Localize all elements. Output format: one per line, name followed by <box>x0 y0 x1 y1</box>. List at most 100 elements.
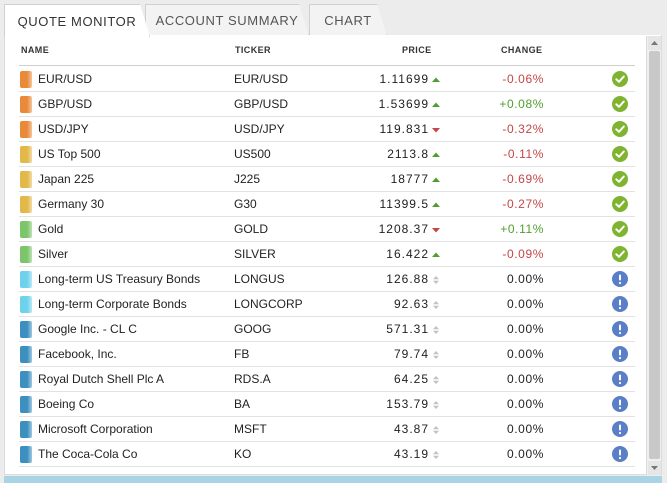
instrument-color-swatch <box>20 221 32 238</box>
exclamation-circle-icon <box>612 346 628 362</box>
instrument-name: Japan 225 <box>38 172 95 186</box>
up-down-icon <box>433 401 439 409</box>
price-change: -0.11% <box>503 147 544 161</box>
tab-label: QUOTE MONITOR <box>17 13 137 29</box>
table-row[interactable]: Gold GOLD 1208.37 +0.11% <box>19 217 635 242</box>
instrument-color-swatch <box>20 121 32 138</box>
instrument-name: Long-term Corporate Bonds <box>38 297 187 311</box>
instrument-color-swatch <box>20 246 32 263</box>
instrument-ticker: GOOG <box>234 322 272 336</box>
table-row[interactable]: Microsoft Corporation MSFT 43.87 0.00% <box>19 417 635 442</box>
up-down-icon <box>433 301 439 309</box>
table-row[interactable]: USD/JPY USD/JPY 119.831 -0.32% <box>19 117 635 142</box>
exclamation-circle-icon <box>612 321 628 337</box>
exclamation-circle-icon <box>612 271 628 287</box>
price-change: -0.27% <box>502 197 544 211</box>
header-divider <box>19 65 635 66</box>
instrument-color-swatch <box>20 371 32 388</box>
price-change: 0.00% <box>506 372 544 386</box>
instrument-price: 119.831 <box>379 122 429 136</box>
column-header-ticker[interactable]: TICKER <box>235 45 271 55</box>
table-row[interactable]: The Coca-Cola Co KO 43.19 0.00% <box>19 442 635 467</box>
table-row[interactable]: Japan 225 J225 18777 -0.69% <box>19 167 635 192</box>
instrument-ticker: EUR/USD <box>234 72 289 86</box>
check-circle-icon <box>612 146 628 162</box>
instrument-name: Germany 30 <box>38 197 105 211</box>
instrument-name: GBP/USD <box>38 97 93 111</box>
up-down-icon <box>433 376 439 384</box>
instrument-name: The Coca-Cola Co <box>38 447 138 461</box>
column-header-price[interactable]: PRICE <box>402 45 432 55</box>
exclamation-circle-icon <box>612 371 628 387</box>
instrument-name: US Top 500 <box>38 147 101 161</box>
instrument-price: 43.87 <box>393 422 429 436</box>
quote-table-panel: NAME TICKER PRICE CHANGE EUR/USD EUR/USD 1… <box>4 35 662 475</box>
instrument-price: 79.74 <box>393 347 429 361</box>
instrument-ticker: GOLD <box>234 222 269 236</box>
up-down-icon <box>433 276 439 284</box>
instrument-ticker: USD/JPY <box>234 122 285 136</box>
table-row[interactable]: US Top 500 US500 2113.8 -0.11% <box>19 142 635 167</box>
scroll-up-arrow[interactable] <box>648 36 661 50</box>
column-header-change[interactable]: CHANGE <box>501 45 543 55</box>
triangle-up-icon <box>432 202 440 207</box>
price-change: 0.00% <box>506 397 544 411</box>
triangle-up-icon <box>432 252 440 257</box>
tab-quote-monitor[interactable]: QUOTE MONITOR <box>4 4 150 37</box>
instrument-color-swatch <box>20 146 32 163</box>
table-row[interactable]: Facebook, Inc. FB 79.74 0.00% <box>19 342 635 367</box>
table-row[interactable]: Boeing Co BA 153.79 0.00% <box>19 392 635 417</box>
instrument-name: Facebook, Inc. <box>38 347 117 361</box>
instrument-name: Royal Dutch Shell Plc A <box>38 372 165 386</box>
quote-rows: EUR/USD EUR/USD 1.11699 -0.06% GBP/USD GBP/US… <box>19 67 635 475</box>
instrument-name: EUR/USD <box>38 72 93 86</box>
price-change: 0.00% <box>506 347 544 361</box>
table-row[interactable]: Silver SILVER 16.422 -0.09% <box>19 242 635 267</box>
instrument-color-swatch <box>20 446 32 463</box>
instrument-color-swatch <box>20 96 32 113</box>
price-change: 0.00% <box>506 272 544 286</box>
table-row[interactable]: Long-term US Treasury Bonds LONGUS 126.88 0… <box>19 267 635 292</box>
instrument-price: 126.88 <box>386 272 429 286</box>
exclamation-circle-icon <box>612 396 628 412</box>
instrument-name: Google Inc. - CL C <box>38 322 137 336</box>
column-header-name[interactable]: NAME <box>21 45 50 55</box>
instrument-price: 1208.37 <box>378 222 429 236</box>
instrument-ticker: LONGCORP <box>234 297 303 311</box>
price-change: 0.00% <box>506 422 544 436</box>
tab-account-summary[interactable]: ACCOUNT SUMMARY <box>145 4 309 36</box>
table-row[interactable]: Long-term Corporate Bonds LONGCORP 92.63 0.… <box>19 292 635 317</box>
instrument-ticker: MSFT <box>234 422 267 436</box>
instrument-name: Boeing Co <box>38 397 95 411</box>
tab-chart[interactable]: CHART <box>309 4 387 36</box>
price-change: 0.00% <box>506 447 544 461</box>
instrument-price: 16.422 <box>386 247 429 261</box>
triangle-down-icon <box>432 128 440 133</box>
table-row[interactable]: Royal Dutch Shell Plc A RDS.A 64.25 0.00% <box>19 367 635 392</box>
instrument-ticker: SILVER <box>234 247 276 261</box>
scroll-down-arrow[interactable] <box>648 461 661 475</box>
instrument-color-swatch <box>20 71 32 88</box>
instrument-ticker: US500 <box>234 147 271 161</box>
instrument-color-swatch <box>20 296 32 313</box>
triangle-down-icon <box>432 228 440 233</box>
instrument-price: 571.31 <box>386 322 429 336</box>
bottom-accent-bar <box>4 476 662 483</box>
price-change: 0.00% <box>506 322 544 336</box>
vertical-scrollbar[interactable] <box>646 36 661 475</box>
instrument-ticker: G30 <box>234 197 257 211</box>
table-row[interactable]: GBP/USD GBP/USD 1.53699 +0.08% <box>19 92 635 117</box>
check-circle-icon <box>612 171 628 187</box>
triangle-up-icon <box>432 152 440 157</box>
price-change: -0.09% <box>502 247 544 261</box>
table-row[interactable]: EUR/USD EUR/USD 1.11699 -0.06% <box>19 67 635 92</box>
exclamation-circle-icon <box>612 421 628 437</box>
exclamation-circle-icon <box>612 296 628 312</box>
instrument-name: Gold <box>38 222 64 236</box>
tab-label: CHART <box>324 13 372 28</box>
table-row[interactable]: Germany 30 G30 11399.5 -0.27% <box>19 192 635 217</box>
scrollbar-thumb[interactable] <box>649 51 660 459</box>
instrument-color-swatch <box>20 271 32 288</box>
check-circle-icon <box>612 246 628 262</box>
table-row[interactable]: Google Inc. - CL C GOOG 571.31 0.00% <box>19 317 635 342</box>
